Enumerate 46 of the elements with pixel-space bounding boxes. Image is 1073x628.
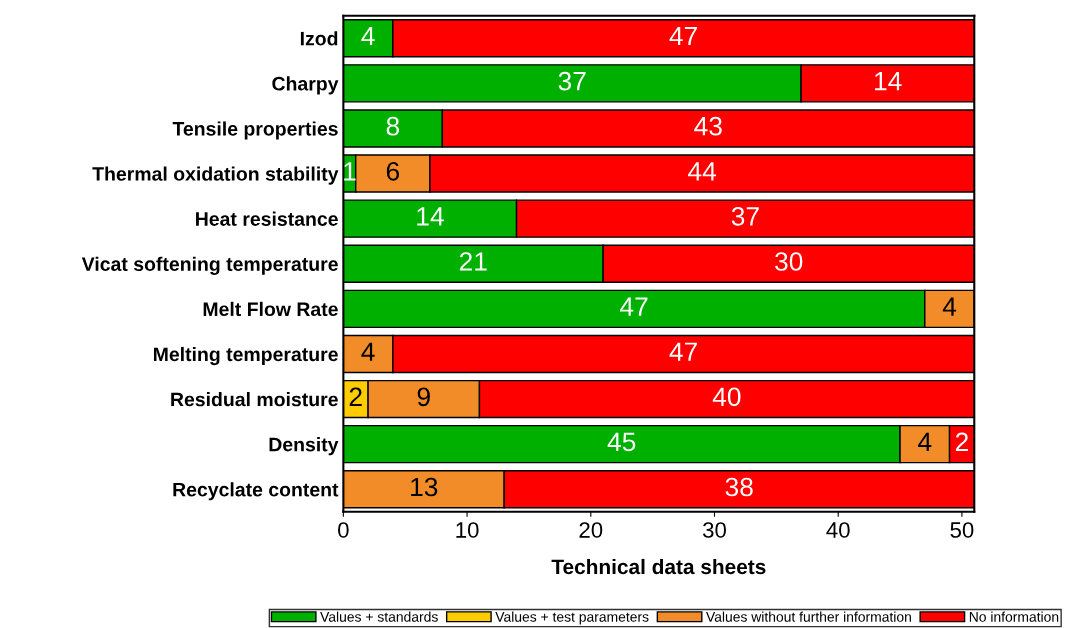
data-label: 4 (361, 26, 375, 46)
data-label: 37 (558, 71, 586, 91)
data-label: 2 (955, 432, 968, 451)
data-label: 9 (417, 387, 430, 407)
data-label: 30 (775, 252, 803, 271)
data-label: 2 (349, 387, 362, 406)
y-tick-label: Density (269, 437, 339, 456)
x-tick-label: 20 (579, 522, 603, 538)
y-tick-label: Tensile properties (172, 121, 338, 140)
data-label: 13 (411, 477, 438, 497)
x-tick-label: 10 (456, 522, 479, 538)
legend-label: Values + test parameters (495, 611, 649, 625)
x-tick-label: 50 (950, 522, 974, 538)
y-tick-label: Melting temperature (153, 346, 338, 366)
data-label: 47 (620, 297, 648, 316)
legend-label: No information (969, 611, 1059, 622)
data-label: 37 (731, 207, 759, 226)
data-label: 40 (712, 387, 741, 407)
y-tick-label: Heat resistance (196, 211, 338, 226)
data-label: 4 (918, 432, 932, 451)
data-label: 45 (607, 432, 636, 452)
legend-label: Values without further information (706, 611, 911, 622)
data-label: 14 (875, 72, 902, 91)
x-tick-label: 40 (826, 522, 850, 538)
y-tick-label: Residual moisture (171, 392, 338, 407)
data-label: 8 (386, 116, 400, 136)
data-label: 6 (386, 161, 400, 181)
data-label: 38 (725, 477, 753, 497)
data-label: 43 (694, 116, 722, 136)
data-label: 21 (459, 252, 487, 271)
legend-label: Values + standards (320, 611, 438, 622)
data-label: 44 (688, 162, 717, 181)
x-tick-label: 30 (702, 522, 726, 538)
y-tick-label: Thermal oxidation stability (92, 166, 339, 185)
data-label: 4 (942, 297, 957, 316)
y-tick-label: Vicat softening temperature (81, 256, 338, 275)
data-label: 4 (361, 342, 375, 361)
y-tick-label: Melt Flow Rate (203, 301, 338, 317)
x-axis-title: Technical data sheets (551, 558, 766, 575)
data-label: 47 (669, 342, 697, 361)
x-tick-label: 0 (338, 522, 349, 538)
data-label: 47 (669, 26, 697, 46)
y-tick-label: Izod (300, 31, 338, 46)
y-tick-label: Recyclate content (173, 482, 339, 501)
data-label: 14 (417, 207, 444, 226)
y-tick-label: Charpy (272, 76, 339, 95)
